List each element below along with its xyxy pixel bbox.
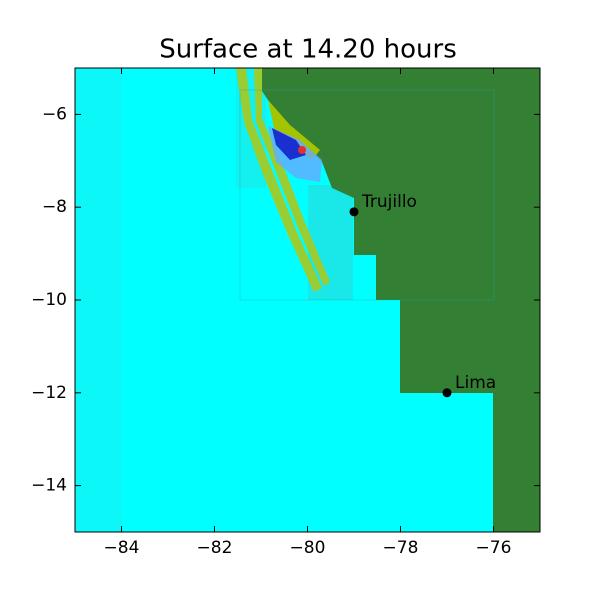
x-tick-label: −82 [197,538,233,558]
city-marker [442,388,452,398]
chart-title: Surface at 14.20 hours [159,35,457,65]
city-label: Lima [455,373,496,393]
x-tick-label: −78 [383,538,419,558]
wave-peak [298,146,306,154]
city-marker [349,207,359,217]
y-tick-label: −6 [42,104,67,124]
y-tick-label: −10 [31,290,67,310]
water-patch [75,68,122,532]
x-tick-label: −84 [104,538,140,558]
city-label: Trujillo [361,192,417,212]
y-tick-label: −12 [31,383,67,403]
grid-patch [239,89,495,301]
coast-band [236,68,322,292]
y-tick-label: −14 [31,476,67,496]
coast-band [268,100,320,160]
wave [272,128,306,160]
x-tick-label: −76 [476,538,512,558]
plot-area [74,67,541,533]
x-tick-label: −80 [290,538,326,558]
y-tick-label: −8 [42,197,67,217]
